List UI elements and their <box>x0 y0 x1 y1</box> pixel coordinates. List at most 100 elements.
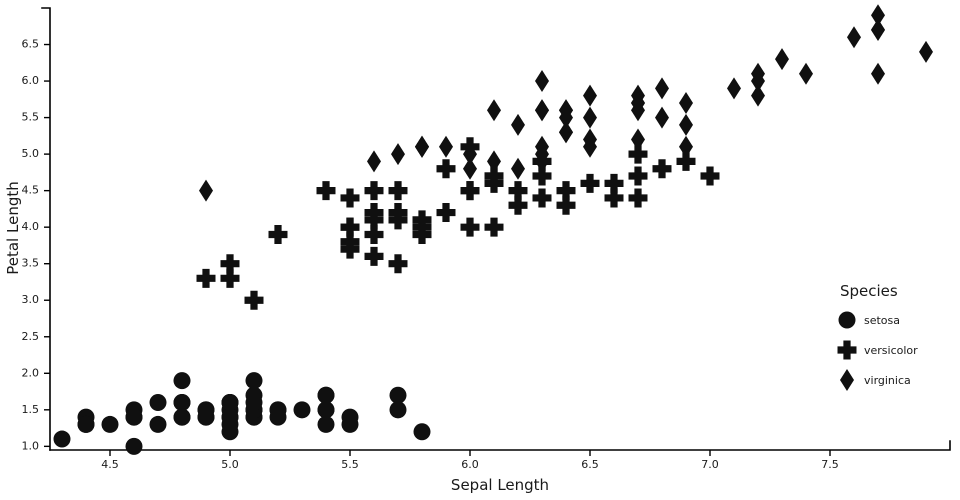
data-point-virginica <box>583 128 597 151</box>
data-point-versicolor <box>604 188 624 208</box>
data-point-setosa <box>173 372 191 390</box>
y-tick-label: 6.0 <box>22 74 40 87</box>
data-point-virginica <box>391 143 405 166</box>
data-point-setosa <box>389 386 407 404</box>
data-point-virginica <box>631 128 645 151</box>
legend-label-setosa: setosa <box>864 314 900 327</box>
cross-icon <box>837 340 857 360</box>
legend-item-setosa[interactable]: setosa <box>838 311 901 329</box>
data-point-virginica <box>199 179 213 202</box>
data-point-virginica <box>679 135 693 158</box>
data-point-setosa <box>149 394 167 412</box>
data-point-virginica <box>559 121 573 144</box>
y-tick-label: 6.5 <box>22 38 40 51</box>
data-point-virginica <box>871 4 885 27</box>
x-axis-line <box>49 440 951 451</box>
data-point-setosa <box>77 415 95 433</box>
legend-label-versicolor: versicolor <box>864 344 918 357</box>
data-point-virginica <box>415 135 429 158</box>
data-point-versicolor <box>628 144 648 164</box>
data-point-setosa <box>317 401 335 419</box>
data-point-virginica <box>727 77 741 100</box>
series-setosa <box>53 372 431 455</box>
data-points-group <box>53 4 933 455</box>
data-point-setosa <box>53 430 71 448</box>
data-point-versicolor <box>484 173 504 193</box>
data-point-virginica <box>655 106 669 129</box>
data-point-setosa <box>245 394 263 412</box>
data-point-versicolor <box>628 166 648 186</box>
data-point-versicolor <box>340 217 360 237</box>
y-axis-ticks: 1.0 1.5 2.0 2.5 3.0 3.5 4.0 4.5 5.0 5.5 6.0 6.5 <box>22 38 50 452</box>
data-point-setosa <box>413 423 431 441</box>
data-point-versicolor <box>316 181 336 201</box>
data-point-versicolor <box>340 188 360 208</box>
data-point-virginica <box>751 70 765 93</box>
data-point-versicolor <box>364 246 384 266</box>
data-point-virginica <box>559 106 573 129</box>
data-point-virginica <box>583 84 597 107</box>
x-tick-label: 7.5 <box>821 458 839 471</box>
data-point-virginica <box>775 48 789 71</box>
data-point-versicolor <box>436 203 456 223</box>
legend-item-versicolor[interactable]: versicolor <box>837 340 919 360</box>
y-tick-label: 3.0 <box>22 293 40 306</box>
data-point-versicolor <box>364 203 384 223</box>
data-point-versicolor <box>244 290 264 310</box>
data-point-setosa <box>269 401 287 419</box>
legend-title: Species <box>840 282 898 300</box>
y-tick-label: 5.0 <box>22 147 40 160</box>
data-point-setosa <box>125 437 143 455</box>
data-point-versicolor <box>220 254 240 274</box>
data-point-versicolor <box>604 173 624 193</box>
data-point-versicolor <box>460 181 480 201</box>
data-point-versicolor <box>268 224 288 244</box>
data-point-virginica <box>583 106 597 129</box>
x-tick-label: 5.5 <box>341 458 359 471</box>
y-tick-label: 4.5 <box>22 184 40 197</box>
data-point-virginica <box>367 150 381 173</box>
data-point-versicolor <box>364 224 384 244</box>
data-point-versicolor <box>556 195 576 215</box>
data-point-versicolor <box>532 166 552 186</box>
y-tick-label: 1.0 <box>22 439 40 452</box>
data-point-setosa <box>317 415 335 433</box>
data-point-setosa <box>173 408 191 426</box>
data-point-virginica <box>871 18 885 41</box>
series-versicolor <box>196 137 720 310</box>
x-tick-label: 7.0 <box>701 458 719 471</box>
data-point-versicolor <box>508 195 528 215</box>
y-tick-label: 2.0 <box>22 366 40 379</box>
data-point-virginica <box>439 135 453 158</box>
legend-item-virginica[interactable]: virginica <box>840 369 911 391</box>
data-point-virginica <box>511 157 525 180</box>
x-axis-title: Sepal Length <box>451 476 549 494</box>
data-point-setosa <box>101 415 119 433</box>
data-point-setosa <box>221 394 239 412</box>
data-point-setosa <box>389 401 407 419</box>
data-point-setosa <box>221 408 239 426</box>
data-point-virginica <box>751 84 765 107</box>
x-tick-label: 4.5 <box>101 458 119 471</box>
data-point-versicolor <box>340 239 360 259</box>
x-axis-ticks: 4.5 5.0 5.5 6.0 6.5 7.0 7.5 <box>101 450 839 471</box>
data-point-virginica <box>871 62 885 85</box>
data-point-virginica <box>679 113 693 136</box>
data-point-versicolor <box>460 217 480 237</box>
data-point-versicolor <box>220 268 240 288</box>
y-tick-label: 3.5 <box>22 257 40 270</box>
data-point-virginica <box>535 99 549 122</box>
data-point-versicolor <box>556 181 576 201</box>
legend-entries: setosa versicolor virginica <box>837 311 919 391</box>
data-point-versicolor <box>388 254 408 274</box>
data-point-versicolor <box>628 188 648 208</box>
data-point-setosa <box>317 386 335 404</box>
data-point-virginica <box>463 157 477 180</box>
data-point-versicolor <box>436 159 456 179</box>
data-point-versicolor <box>580 173 600 193</box>
data-point-versicolor <box>388 181 408 201</box>
y-axis-line <box>41 7 51 451</box>
y-tick-label: 2.5 <box>22 330 40 343</box>
data-point-versicolor <box>484 217 504 237</box>
